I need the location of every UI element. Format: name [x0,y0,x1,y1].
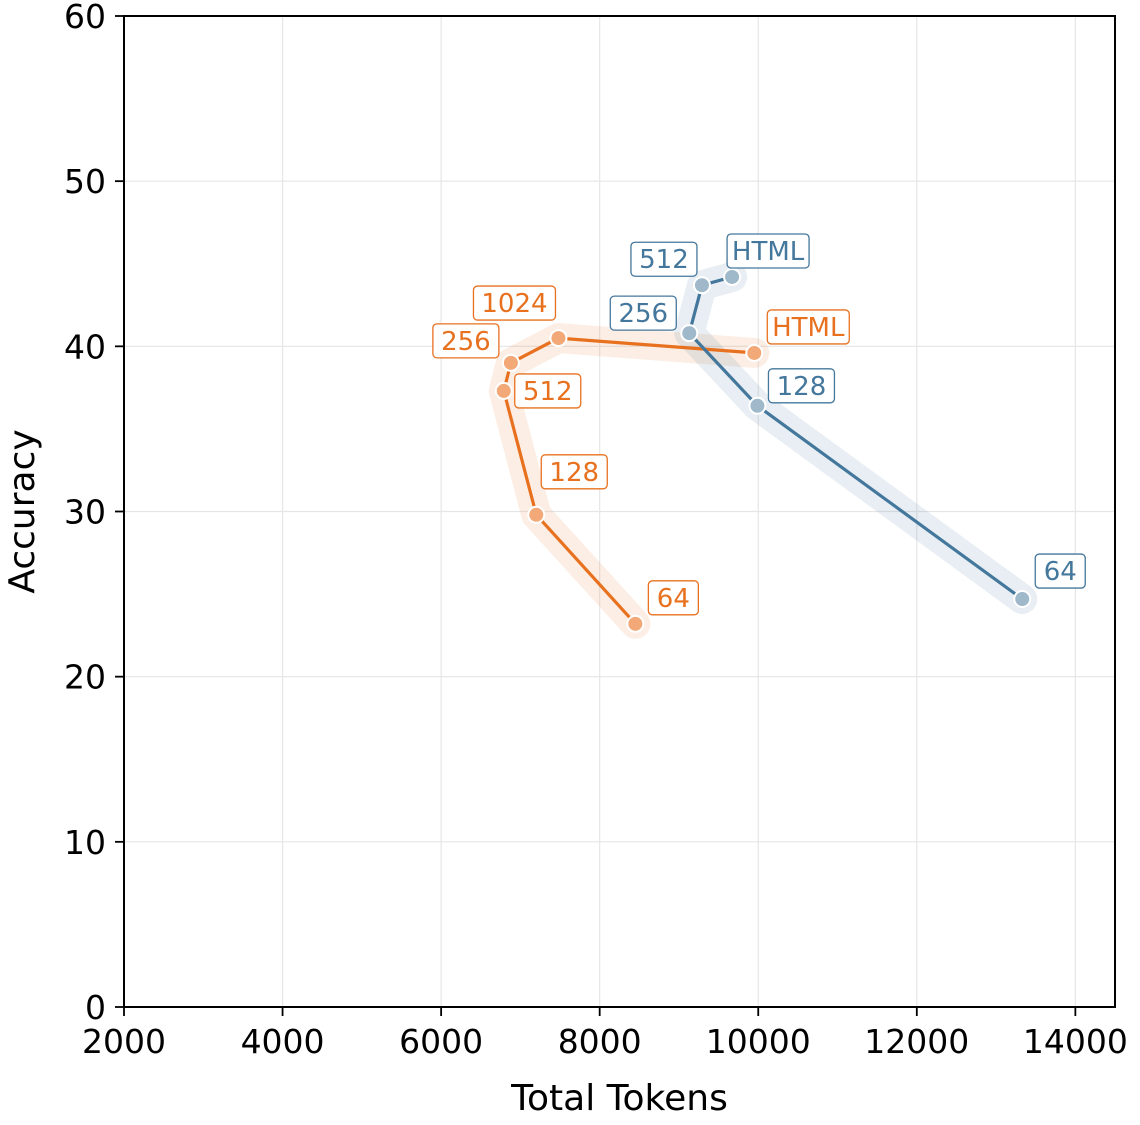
point-label: 256 [609,295,677,331]
data-point [680,324,699,343]
point-label-box [1034,553,1086,589]
confidence-bands [488,262,1038,639]
y-tick-label: 20 [64,658,106,697]
point-label-box [609,295,677,331]
point-label-box [766,309,850,345]
point-label-text: 64 [657,584,690,614]
point-label-text: 512 [523,377,573,407]
x-tick-label: 8000 [558,1022,642,1061]
data-points [494,267,1032,633]
point-label: 256 [432,323,500,359]
axis-ticks: 2000 4000 6000 8000 10000 12000 14000 0 10 20 30 40… [64,0,1128,1061]
y-tick-label: 40 [64,327,106,366]
data-point [692,276,711,295]
point-label: 128 [767,368,836,404]
point-label: 512 [630,241,698,277]
point-label-box [432,323,500,359]
point-label-box [514,373,582,409]
point-label-box [472,285,557,321]
point-label: HTML [766,309,850,345]
x-tick-label: 2000 [82,1022,166,1061]
point-label-box [726,233,810,269]
point-label: 1024 [472,285,557,321]
grid-lines [123,15,1115,1008]
data-point [748,396,767,415]
x-tick-label: 4000 [241,1022,325,1061]
x-tick-label: 10000 [706,1022,811,1061]
x-tick-label: 14000 [1023,1022,1128,1061]
confidence-band [674,262,1038,614]
point-label: 512 [514,373,582,409]
data-point [1013,590,1032,609]
data-point [549,329,568,348]
x-tick-label: 6000 [399,1022,483,1061]
y-tick-label: 60 [64,0,106,36]
point-label: 64 [647,580,700,616]
data-point [745,343,764,362]
data-point [626,614,645,633]
point-label-text: 1024 [481,289,547,319]
x-tick-label: 12000 [864,1022,969,1061]
point-labels: 64 128 512 256 1024 HTML 64 128 256 512 HTML [432,233,1086,616]
point-label-text: 128 [549,458,599,488]
point-label-text: 512 [639,245,689,275]
point-label-box [630,241,698,277]
point-label-text: 256 [441,327,491,357]
point-label-text: 256 [618,299,668,329]
point-label: HTML [726,233,810,269]
point-label-text: 64 [1044,557,1077,587]
y-tick-label: 10 [64,823,106,862]
point-label-text: 128 [777,372,827,402]
point-label-box [767,368,836,404]
data-point [501,353,520,372]
x-axis-title: Total Tokens [510,1078,728,1119]
point-label-box [540,454,608,490]
data-point [527,505,546,524]
point-label-text: HTML [772,313,845,343]
series-line [502,336,755,625]
data-point [494,381,513,400]
y-tick-label: 0 [85,988,106,1027]
point-label: 128 [540,454,608,490]
y-axis-title: Accuracy [2,429,43,593]
point-label: 64 [1034,553,1086,589]
y-tick-label: 30 [64,493,106,532]
data-point [723,267,742,286]
point-label-box [647,580,700,616]
y-tick-label: 50 [64,162,106,201]
point-label-text: HTML [732,237,805,267]
